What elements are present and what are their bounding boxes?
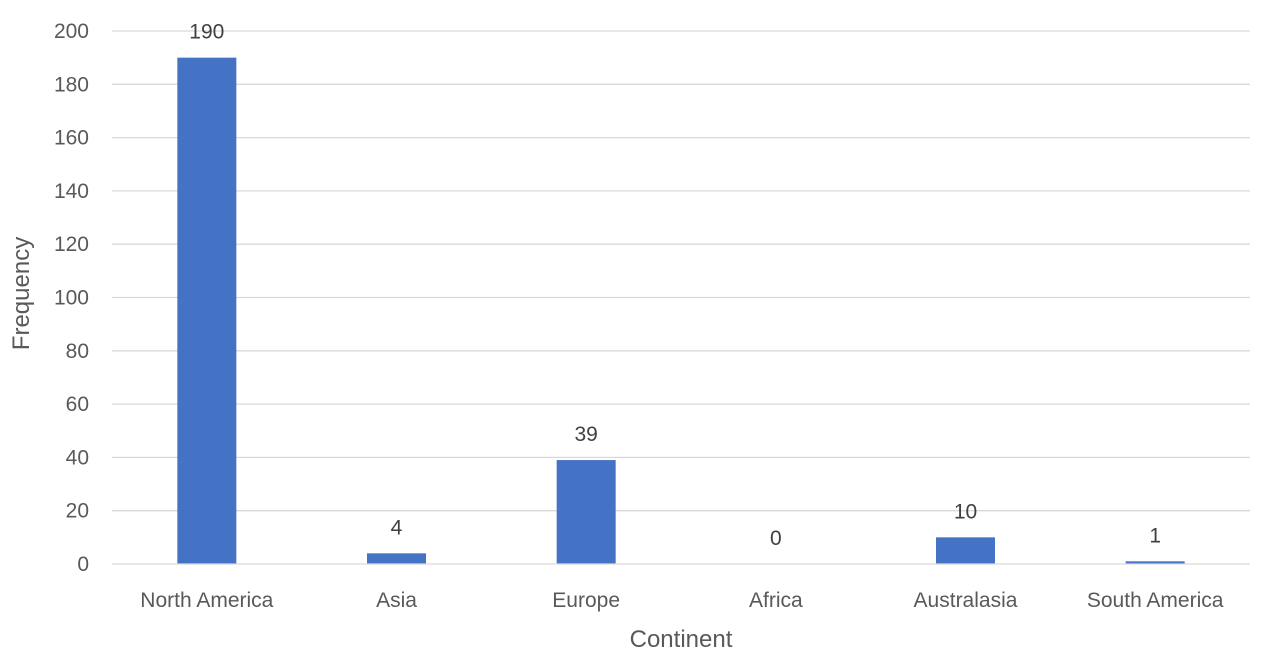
bar-australasia — [936, 537, 995, 564]
x-tick-label: Asia — [376, 589, 417, 612]
data-label: 39 — [574, 423, 597, 446]
data-label: 4 — [391, 516, 403, 539]
x-tick-label: Europe — [552, 589, 620, 612]
y-axis-title: Frequency — [8, 237, 35, 350]
y-tick-label: 0 — [77, 553, 89, 576]
y-axis-ticks: 0 20 40 60 80 100 120 140 160 180 200 — [54, 20, 89, 576]
data-label: 1 — [1149, 524, 1161, 547]
x-axis-ticks: North America Asia Europe Africa Australasia… — [140, 589, 1223, 612]
x-axis-title: Continent — [630, 626, 733, 653]
data-labels: 190 4 39 0 10 1 — [189, 21, 1161, 550]
y-tick-label: 100 — [54, 287, 89, 310]
bar-asia — [367, 553, 426, 564]
y-tick-label: 120 — [54, 233, 89, 256]
bar-south-america — [1125, 561, 1185, 564]
data-label: 10 — [954, 500, 977, 523]
x-tick-label: North America — [140, 589, 273, 612]
data-label: 0 — [770, 527, 782, 550]
bars — [177, 57, 1185, 565]
y-tick-label: 180 — [54, 73, 89, 96]
y-tick-label: 140 — [54, 180, 89, 203]
bar-north-america — [177, 57, 237, 565]
y-tick-label: 60 — [66, 393, 89, 416]
x-tick-label: Africa — [749, 589, 803, 612]
y-tick-label: 20 — [66, 500, 89, 523]
y-tick-label: 160 — [54, 127, 89, 150]
data-label: 190 — [189, 21, 224, 44]
bar-europe — [556, 460, 616, 564]
x-tick-label: Australasia — [914, 589, 1018, 612]
y-tick-label: 40 — [66, 446, 89, 469]
y-tick-label: 200 — [54, 20, 89, 43]
y-tick-label: 80 — [66, 340, 89, 363]
grid-lines — [112, 30, 1250, 512]
x-tick-label: South America — [1087, 589, 1224, 612]
